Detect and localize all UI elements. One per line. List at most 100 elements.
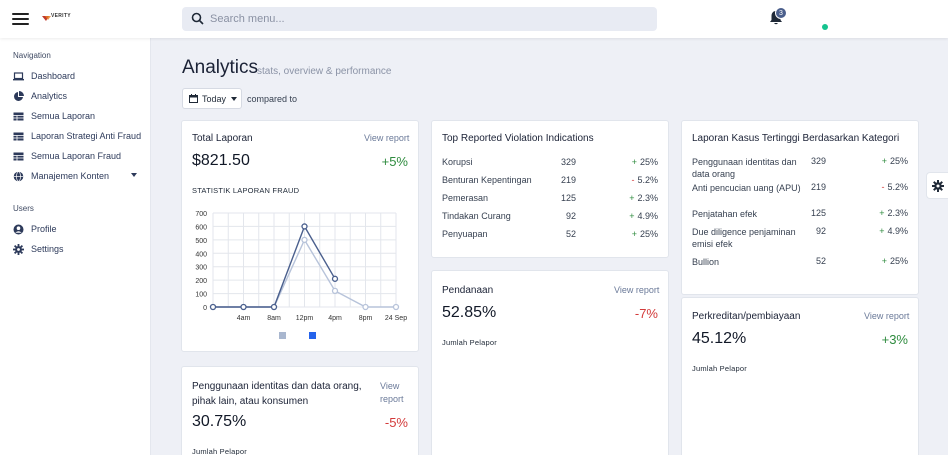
list-item: Bullion 52 +25%	[692, 256, 908, 267]
data-point	[362, 303, 369, 311]
total-value: $821.50	[192, 152, 250, 169]
calendar-icon	[189, 94, 198, 103]
sidebar-item-analytics[interactable]: Analytics	[13, 88, 143, 104]
online-status-dot	[822, 24, 828, 30]
sidebar-item-semua-laporan[interactable]: Semua Laporan	[13, 108, 143, 124]
x-tick-label: 8pm	[359, 315, 373, 322]
sidebar-item-label: Analytics	[31, 91, 68, 101]
table-icon	[13, 112, 24, 120]
total-laporan-card: Total Laporan View report $821.50 +5% ST…	[181, 120, 419, 352]
compared-to-label: compared to	[247, 94, 298, 104]
top-bar: VERITY 3	[0, 0, 948, 38]
sidebar-item-label: Settings	[31, 244, 64, 254]
pendanaan-value: 52.85%	[442, 304, 497, 321]
kasus-list: Penggunaan identitas dan data orang 329 +2…	[692, 156, 908, 274]
list-item: Korupsi 329 +25%	[442, 157, 658, 167]
users-heading: Users	[13, 204, 34, 213]
kasus-card: Laporan Kasus Tertinggi Berdasarkan Kate…	[681, 120, 919, 295]
list-item: Benturan Kepentingan 219-5.2%	[442, 175, 658, 185]
caption: Jumlah Pelapor	[442, 338, 497, 347]
pie-chart-icon	[14, 90, 24, 101]
legend-swatch	[279, 332, 286, 339]
data-point	[331, 287, 339, 295]
view-report-link[interactable]: View report	[614, 285, 660, 295]
search-input[interactable]	[210, 10, 640, 28]
perkreditan-value: 45.12%	[692, 330, 747, 347]
sidebar-item-label: Semua Laporan Fraud	[31, 151, 122, 161]
chevron-down-icon	[131, 173, 137, 177]
view-report-link[interactable]: View report	[380, 381, 404, 404]
list-item: Penggunaan identitas dan data orang 329 +2…	[692, 156, 908, 179]
list-item: Penjatahan efek 125 +2.3%	[692, 208, 908, 219]
sidebar-item-label: Manajemen Konten	[31, 171, 110, 181]
list-item: Due diligence penjaminan emisi efek 92 +4.…	[692, 226, 908, 249]
logo-text: VERITY	[51, 13, 71, 19]
list-item: Anti pencucian uang (APU) 219-5.2%	[692, 182, 908, 193]
globe-icon	[13, 170, 24, 182]
y-tick-label: 100	[195, 292, 207, 299]
data-point	[301, 236, 308, 244]
delta-badge: +3%	[881, 332, 908, 347]
laptop-icon	[13, 71, 24, 80]
y-tick-label: 300	[195, 265, 207, 272]
y-tick-label: 600	[195, 224, 207, 231]
penggunaan-card: Penggunaan identitas dan data orang, pih…	[181, 366, 419, 455]
chart-caption: STATISTIK LAPORAN FRAUD	[192, 186, 300, 195]
violation-list: Korupsi 329 +25% Benturan Kepentingan 219-5…	[442, 157, 658, 247]
data-point	[392, 303, 400, 311]
date-range-label: Today	[202, 93, 227, 104]
nav-heading: Navigation	[13, 51, 51, 60]
data-point	[209, 303, 217, 311]
sidebar-item-label: Semua Laporan	[31, 111, 96, 121]
logo-icon	[42, 16, 51, 21]
search-bar[interactable]	[182, 7, 657, 31]
penggunaan-value: 30.75%	[192, 413, 247, 430]
gear-icon	[932, 180, 944, 192]
page-subtitle: stats, overview & performance	[257, 66, 392, 77]
perkreditan-card: Perkreditan/pembiayaan View report 45.12…	[681, 297, 919, 455]
legend-swatch	[309, 332, 316, 339]
card-title: Total Laporan	[192, 133, 253, 144]
date-range-button[interactable]: Today	[182, 88, 242, 109]
line-chart: 0 100 200 300 400 500 600 700 4am 8am 12pm 4pm 8pm 24…	[195, 211, 407, 339]
settings-panel-toggle[interactable]	[926, 172, 948, 199]
y-tick-label: 500	[195, 238, 207, 245]
sidebar-item-profile[interactable]: Profile	[13, 221, 143, 237]
table-icon	[13, 132, 24, 140]
search-icon	[191, 12, 204, 25]
sidebar-item-dashboard[interactable]: Dashboard	[13, 68, 143, 84]
x-tick-label: 24 Sep	[385, 315, 407, 322]
card-title: Laporan Kasus Tertinggi Berdasarkan Kate…	[692, 133, 900, 144]
page-title: Analytics	[182, 57, 259, 78]
view-report-link[interactable]: View report	[364, 133, 410, 143]
sidebar-item-label: Dashboard	[31, 71, 76, 81]
y-tick-label: 400	[195, 251, 207, 258]
x-tick-label: 12pm	[296, 315, 314, 322]
caption: Jumlah Pelapor	[192, 447, 247, 455]
sidebar-item-settings[interactable]: Settings	[13, 241, 143, 257]
x-tick-label: 4pm	[328, 315, 342, 322]
y-tick-label: 0	[203, 305, 207, 312]
hamburger-menu-icon[interactable]	[12, 13, 29, 25]
table-icon	[13, 152, 24, 160]
chevron-down-icon	[231, 96, 238, 101]
sidebar-item-semua-laporan-fraud[interactable]: Semua Laporan Fraud	[13, 148, 143, 164]
sidebar-item-laporan-strategi-anti-fraud[interactable]: Laporan Strategi Anti Fraud	[13, 128, 143, 144]
y-tick-label: 200	[195, 278, 207, 285]
caption: Jumlah Pelapor	[692, 364, 747, 373]
sidebar-item-label: Laporan Strategi Anti Fraud	[31, 131, 142, 141]
pendanaan-card: Pendanaan View report 52.85% -7% Jumlah …	[431, 270, 669, 455]
gear-icon	[13, 243, 24, 255]
sidebar: Navigation Dashboard Analytics Semua Lap…	[0, 38, 151, 455]
delta-badge: +5%	[381, 154, 408, 169]
card-title: Top Reported Violation Indications	[442, 133, 594, 144]
list-item: Penyuapan 52 +25%	[442, 229, 658, 239]
view-report-link[interactable]: View report	[864, 311, 910, 321]
y-tick-label: 700	[195, 211, 207, 218]
data-point	[270, 303, 278, 311]
delta-badge: -7%	[634, 306, 658, 321]
user-circle-icon	[13, 224, 24, 234]
data-point	[240, 303, 247, 311]
list-item: Tindakan Curang 92 +4.9%	[442, 211, 658, 221]
sidebar-item-manajemen-konten[interactable]: Manajemen Konten	[13, 168, 143, 184]
